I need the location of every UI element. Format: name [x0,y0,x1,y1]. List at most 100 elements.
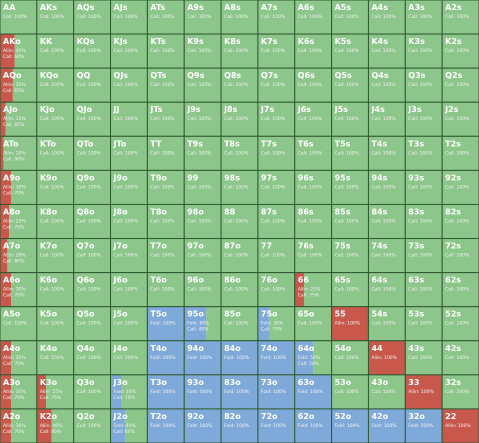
hand-label: 74s [371,242,387,251]
action-text: Call: 100% [3,14,28,20]
action-text: Call: 50% [298,361,320,367]
action-share [221,238,258,273]
hand-label: 94s [371,173,387,182]
action-share [221,170,258,205]
action-text: Call: 70% [3,293,25,299]
action-text: Allin: 30% [3,355,26,361]
action-share [221,68,258,103]
hand-cell: Q4o Call: 100% [73,340,112,376]
hand-cell: J8o Call: 100% [110,203,148,240]
hand-label: J8s [223,105,238,114]
action-text: Call: 100% [114,116,139,122]
action-text: Call: 70% [3,361,25,367]
hand-label: 97o [187,242,204,251]
hand-cell: 75o Fold: 30%Call: 70% [257,306,296,342]
action-text: Call: 100% [114,150,139,156]
action-share [36,68,74,103]
action-text: Call: 100% [335,355,360,361]
hand-label: Q7o [77,242,95,251]
action-text: Call: 75% [298,293,320,299]
action-text: Call: 100% [114,184,139,190]
hand-cell: K9s Call: 100% [183,33,222,69]
action-text: Call: 80% [3,259,25,265]
hand-label: K8s [224,37,241,46]
action-text: Call: 100% [371,14,396,20]
hand-cell: K6s Call: 100% [294,33,333,69]
hand-cell: A5o Call: 100% [0,306,38,342]
hand-cell: K2s Call: 100% [441,33,479,69]
hand-cell: 87s Call: 100% [257,203,296,240]
hand-label: A2o [3,412,21,421]
action-text: Call: 100% [408,48,433,54]
action-share [257,340,295,375]
action-text: Call: 70% [114,395,136,401]
action-text: Call: 100% [77,423,102,429]
hand-cell: 93o Fold: 100% [183,374,222,410]
hand-label: 42s [445,344,461,353]
action-share [147,204,185,239]
hand-cell: 94s Call: 100% [367,169,406,205]
hand-cell: 83o Fold: 100% [220,374,259,410]
action-share [73,102,111,137]
action-share [257,374,295,409]
hand-label: 73o [261,378,278,387]
hand-cell: 53s Call: 100% [404,306,443,342]
action-share [442,68,479,103]
action-share [125,408,148,443]
action-text: Call: 100% [298,14,323,20]
hand-label: K3o [40,378,58,387]
action-share [257,136,295,171]
action-text: Call: 100% [187,116,212,122]
hand-label: AJs [114,3,128,12]
hand-label: K7s [261,37,278,46]
hand-label: 73s [408,242,424,251]
action-text: Call: 100% [408,218,433,224]
hand-cell: KQo Call: 100% [36,67,75,103]
action-text: Call: 100% [40,14,65,20]
hand-cell: Q2o Call: 100% [73,408,112,443]
action-text: Call: 70% [261,327,283,333]
hand-label: A8s [224,3,241,12]
hand-cell: 96s Call: 100% [294,169,333,205]
hand-label: AJo [3,105,18,114]
hand-cell: 62o Fold: 100% [294,408,333,443]
hand-label: 77 [261,242,272,251]
hand-cell: Q3o Call: 100% [73,374,112,410]
action-text: Call: 100% [40,287,65,293]
hand-cell: JTo Call: 100% [110,135,148,171]
action-share [184,272,222,307]
hand-cell: 95o Fold: 60%Call: 40% [183,306,222,342]
action-share [184,34,222,69]
hand-cell: J4s Call: 100% [367,101,406,137]
action-share [368,136,406,171]
hand-label: J5o [113,310,129,319]
action-text: Call: 100% [445,389,470,395]
hand-label: KJs [114,37,128,46]
action-share [405,170,443,205]
hand-label: A9s [187,3,204,12]
action-share [257,238,295,273]
hand-label: 83s [408,207,424,216]
hand-label: 64s [371,276,387,285]
hand-label: 32s [445,378,461,387]
action-share [294,136,332,171]
hand-label: 66 [298,276,310,285]
hand-label: A3o [3,378,21,387]
action-text: Call: 100% [187,150,212,156]
action-text: Call: 100% [408,116,433,122]
hand-cell: T8s Call: 100% [220,135,259,171]
hand-label: 88 [224,207,236,216]
hand-cell: 62s Call: 100% [441,272,479,308]
hand-cell: 55 Allin: 100% [331,306,369,342]
action-text: Call: 100% [261,14,286,20]
action-text: Call: 75% [3,224,25,230]
action-text: Call: 100% [371,389,396,395]
hand-cell: T3o Fold: 100% [146,374,185,410]
action-text: Call: 100% [77,287,102,293]
hand-label: J2o [113,412,129,421]
action-share [184,340,222,375]
hand-label: J5s [334,105,349,114]
hand-label: K8o [40,207,58,216]
action-text: Fold: 30% [114,389,137,395]
hand-label: T8o [150,207,167,216]
